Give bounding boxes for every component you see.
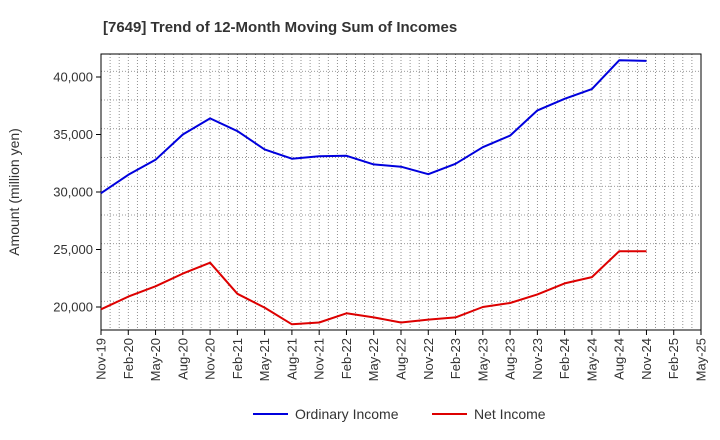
- x-tick-label: Aug-23: [503, 338, 518, 380]
- x-tick-label: Nov-21: [312, 338, 327, 380]
- y-tick-label: 35,000: [53, 127, 93, 142]
- x-tick-label: Feb-24: [557, 338, 572, 379]
- grid-lines: [101, 54, 701, 330]
- x-tick-label: Aug-24: [612, 338, 627, 380]
- x-tick-label: Nov-20: [203, 338, 218, 380]
- x-tick-label: May-23: [475, 338, 490, 381]
- x-tick-label: Aug-20: [175, 338, 190, 380]
- x-tick-label: Nov-24: [639, 338, 654, 380]
- x-tick-label: May-25: [694, 338, 709, 381]
- x-axis: Nov-19 Feb-20 May-20 Aug-20 Nov-20 Feb-21 May-…: [94, 330, 709, 381]
- legend: Ordinary Income Net Income: [253, 406, 546, 422]
- series-line-net-income: [100, 250, 647, 326]
- x-tick-label: May-22: [366, 338, 381, 381]
- x-tick-label: Nov-23: [530, 338, 545, 380]
- x-tick-label: Feb-21: [230, 338, 245, 379]
- y-axis: 20,000 25,000 30,000 35,000 40,000: [53, 70, 101, 315]
- x-tick-label: Feb-20: [121, 338, 136, 379]
- x-tick-label: May-24: [584, 338, 599, 381]
- series-lines: [100, 59, 647, 326]
- x-tick-label: Aug-22: [394, 338, 409, 380]
- x-tick-label: May-20: [148, 338, 163, 381]
- x-tick-label: Nov-19: [94, 338, 109, 380]
- x-tick-label: May-21: [257, 338, 272, 381]
- x-tick-label: Aug-21: [284, 338, 299, 380]
- y-tick-label: 40,000: [53, 70, 93, 85]
- y-tick-label: 25,000: [53, 242, 93, 257]
- y-tick-label: 30,000: [53, 185, 93, 200]
- y-tick-label: 20,000: [53, 300, 93, 315]
- legend-label: Ordinary Income: [295, 406, 399, 422]
- x-tick-label: Feb-23: [448, 338, 463, 379]
- chart-title: [7649] Trend of 12-Month Moving Sum of I…: [103, 19, 457, 36]
- y-axis-label: Amount (million yen): [6, 128, 22, 256]
- x-tick-label: Nov-22: [421, 338, 436, 380]
- x-tick-label: Feb-25: [666, 338, 681, 379]
- series-line-ordinary-income: [100, 59, 647, 195]
- legend-label: Net Income: [474, 406, 546, 422]
- x-tick-label: Feb-22: [339, 338, 354, 379]
